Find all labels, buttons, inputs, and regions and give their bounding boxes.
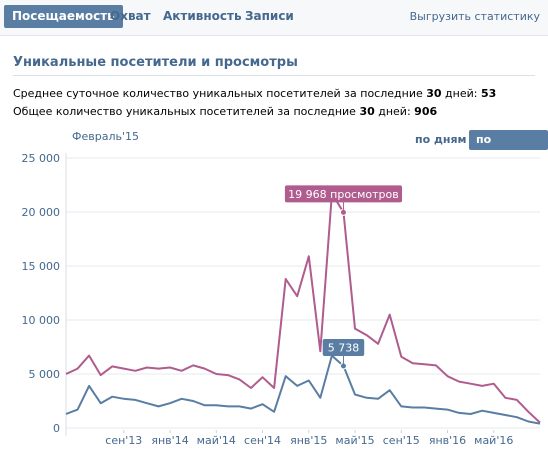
x-tick-label: янв'15	[290, 434, 327, 447]
x-tick-label: май'15	[335, 434, 374, 447]
tab-attendance[interactable]: Посещаемость	[4, 5, 123, 28]
chart-grid	[65, 153, 540, 436]
export-stats-link[interactable]: Выгрузить статистику	[409, 10, 540, 23]
x-tick-label: сен'14	[244, 434, 281, 447]
tooltip-box-visitors	[322, 339, 365, 357]
section-title: Уникальные посетители и просмотры	[13, 55, 298, 70]
tooltip-label-visitors: 5 738	[328, 342, 360, 355]
y-tick-label: 25 000	[22, 152, 61, 165]
avg-visitors-stat: Среднее суточное количество уникальных п…	[13, 87, 496, 100]
avg-visitors-value: 53	[480, 87, 497, 100]
x-tick-label: сен'15	[383, 434, 420, 447]
total-visitors-prefix: Общее количество уникальных посетителей …	[13, 105, 360, 118]
y-tick-label: 15 000	[22, 260, 61, 273]
x-tick-label: янв'14	[151, 434, 188, 447]
y-tick-label: 20 000	[22, 206, 61, 219]
y-tick-label: 5 000	[29, 368, 61, 381]
avg-visitors-prefix: Среднее суточное количество уникальных п…	[13, 87, 427, 100]
tab-activity[interactable]: Активность	[163, 9, 242, 23]
x-tick-label: янв'16	[429, 434, 466, 447]
tab-posts[interactable]: Записи	[245, 9, 294, 23]
total-visitors-value: 906	[414, 105, 438, 118]
tooltip-box-views	[284, 185, 403, 203]
chart-x-axis: сен'13 янв'14 май'14 сен'14 янв'15 май'15 сен'…	[105, 430, 513, 447]
chart-series	[65, 192, 541, 425]
section-divider	[13, 75, 535, 76]
series-line-visitors	[65, 354, 541, 425]
total-visitors-days: 30	[359, 105, 375, 118]
x-tick-label: сен'13	[105, 434, 142, 447]
avg-visitors-days: 30	[426, 87, 442, 100]
period-label: Февраль'15	[72, 130, 139, 143]
y-tick-label: 0	[53, 422, 60, 435]
series-line-views	[65, 192, 541, 424]
stats-tab-bar: Посещаемость Охват Активность Записи Выг…	[0, 0, 548, 36]
x-tick-label: май'14	[197, 434, 236, 447]
tooltip-label-views: 19 968 просмотров	[288, 188, 399, 201]
chart-y-axis: 0 5 000 10 000 15 000 20 000 25 000	[22, 152, 61, 435]
total-visitors-stat: Общее количество уникальных посетителей …	[13, 105, 437, 118]
avg-visitors-mid: дней:	[441, 87, 481, 100]
by-days-button[interactable]: по дням	[415, 133, 467, 146]
visits-chart[interactable]: 0 5 000 10 000 15 000 20 000 25 000 сен'13 янв…	[0, 145, 548, 462]
tab-reach[interactable]: Охват	[110, 9, 151, 23]
by-months-button[interactable]: по месяцам	[469, 130, 548, 166]
x-tick-label: май'16	[474, 434, 513, 447]
y-tick-label: 10 000	[22, 314, 61, 327]
total-visitors-mid: дней:	[374, 105, 415, 118]
chart-highlight: 19 968 просмотров 5 738	[284, 185, 403, 370]
